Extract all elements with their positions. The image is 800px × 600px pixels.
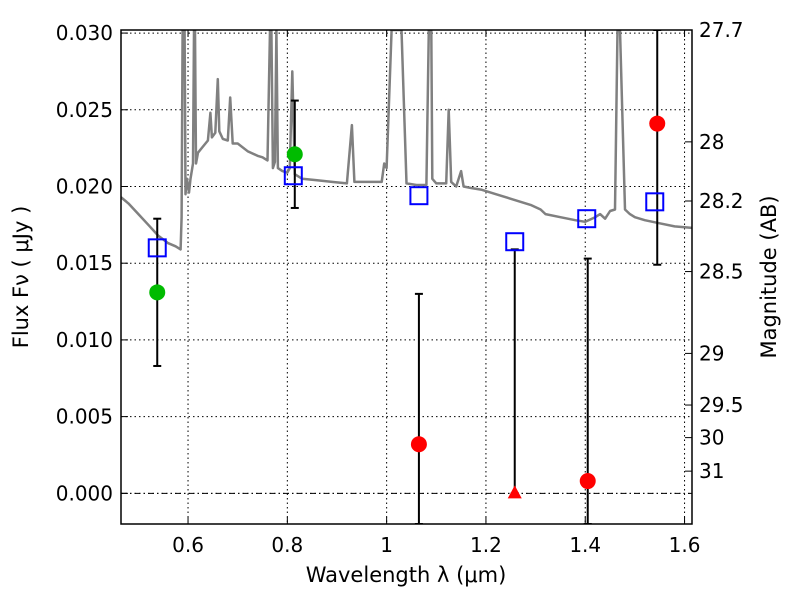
x-tick-label: 1 [380, 533, 393, 557]
magnitude-tick-label: 27.7 [699, 18, 744, 42]
x-tick-label: 0.8 [271, 533, 303, 557]
y-tick-label: 0.000 [56, 481, 113, 505]
grid [121, 30, 692, 524]
x-axis-ticks: 0.6 0.8 1 1.2 1.4 1.6 [172, 30, 700, 557]
y-tick-label: 0.015 [56, 251, 113, 275]
model-square-marker [577, 209, 597, 229]
y-tick-label: 0.005 [56, 405, 113, 429]
magnitude-tick-label: 29 [699, 341, 724, 365]
model-square-marker [283, 166, 303, 186]
y-tick-label: 0.020 [56, 174, 113, 198]
model-square-marker [147, 238, 167, 258]
x-tick-label: 1.2 [470, 533, 502, 557]
y-axis-label: Flux Fν ( μJy ) [9, 206, 33, 349]
x-axis-label: Wavelength λ (μm) [306, 563, 507, 587]
x-tick-label: 1.4 [569, 533, 601, 557]
data-point-circle [410, 436, 427, 453]
y-tick-label: 0.010 [56, 328, 113, 352]
magnitude-axis-label: Magnitude (AB) [757, 195, 781, 358]
magnitude-tick-label: 30 [699, 426, 724, 450]
model-square-marker [409, 186, 429, 206]
data-point-circle [649, 115, 666, 132]
y-axis-ticks: 0.000 0.005 0.010 0.015 0.020 0.025 0.030 [56, 21, 128, 505]
data-markers [147, 115, 666, 499]
data-point-circle [579, 473, 596, 490]
magnitude-tick-label: 31 [699, 459, 724, 483]
data-point-circle [286, 146, 303, 163]
y-tick-label: 0.025 [56, 98, 113, 122]
magnitude-tick-label: 29.5 [699, 393, 744, 417]
magnitude-tick-label: 28 [699, 130, 724, 154]
magnitude-tick-label: 28.5 [699, 260, 744, 284]
x-tick-label: 1.6 [669, 533, 701, 557]
magnitude-tick-label: 28.2 [699, 189, 744, 213]
y-tick-label: 0.030 [56, 21, 113, 45]
data-point-triangle [507, 485, 522, 499]
template-spectrum-line [121, 30, 692, 251]
plot-area [121, 30, 692, 524]
x-tick-label: 0.6 [172, 533, 204, 557]
model-square-marker [505, 232, 525, 252]
data-point-circle [149, 284, 166, 301]
model-square-marker [645, 192, 665, 212]
plot-frame [120, 29, 693, 525]
magnitude-axis-ticks: 27.7 28 28.2 28.5 29 29.5 30 31 [685, 18, 744, 483]
